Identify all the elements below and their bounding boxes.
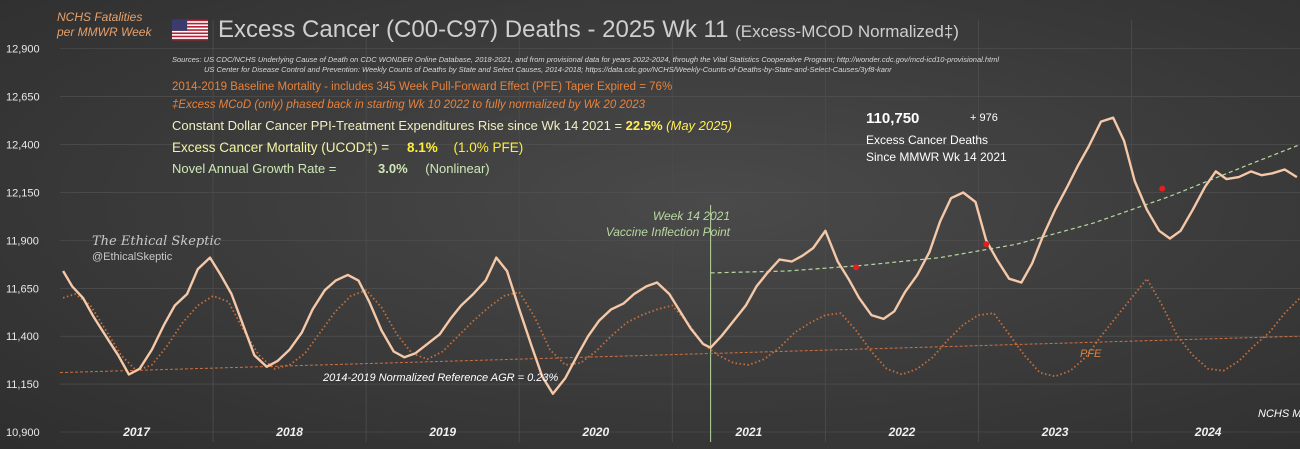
ucod-note: Excess Cancer Mortality (UCOD‡) = 8.1% (… [172, 140, 523, 155]
ucod-pfe: (1.0% PFE) [453, 140, 524, 155]
y-tick-label: 11,150 [6, 379, 39, 391]
sources-line1: Sources: US CDC/NCHS Underlying Cause of… [172, 55, 1000, 64]
sources-line2: US Center for Disease Control and Preven… [204, 65, 892, 74]
y-tick-label: 12,150 [6, 187, 40, 199]
excess-caption: Excess Cancer Deaths Since MMWR Wk 14 20… [866, 132, 1007, 166]
series-reference-line [59, 335, 1300, 374]
x-year-label: 2019 [428, 425, 456, 439]
x-year-label: 2023 [1041, 425, 1069, 439]
trend-marker [853, 264, 860, 271]
footer-source-label: NCHS M [1258, 408, 1300, 420]
inflection-label-line1: Week 14 2021 [652, 209, 730, 223]
x-year-label: 2022 [888, 425, 916, 439]
excess-caption-line1: Excess Cancer Deaths [866, 133, 989, 147]
growth-value: 3.0% [378, 161, 408, 176]
inflection-label-line2: Vaccine Inflection Point [605, 225, 730, 239]
y-tick-label: 12,400 [6, 140, 40, 152]
trend-marker [1159, 185, 1166, 192]
us-flag-icon [172, 19, 208, 41]
y-axis-title-line1: NCHS Fatalities [57, 10, 143, 24]
series-baseline-line [62, 277, 1300, 378]
x-year-label: 2021 [735, 425, 763, 439]
x-year-label: 2020 [581, 425, 609, 439]
y-tick-label: 11,650 [6, 283, 39, 295]
y-tick-label: 12,900 [6, 44, 40, 56]
ppi-label: Constant Dollar Cancer PPI-Treatment Exp… [172, 118, 623, 133]
y-tick-label: 11,900 [6, 235, 39, 247]
baseline-note: 2014-2019 Baseline Mortality - includes … [172, 81, 673, 93]
growth-note: Novel Annual Growth Rate = 3.0% (Nonline… [172, 161, 490, 176]
excess-caption-line2: Since MMWR Wk 14 2021 [866, 150, 1007, 164]
x-year-label: 2024 [1194, 425, 1222, 439]
y-tick-label: 11,400 [6, 331, 39, 343]
chart-title: Excess Cancer (C00-C97) Deaths - 2025 Wk… [218, 16, 959, 44]
excess-delta: + 976 [970, 112, 998, 124]
ppi-value: 22.5% [625, 118, 663, 133]
brand-watermark: The Ethical Skeptic [92, 234, 221, 249]
pfe-label: PFE [1080, 348, 1102, 360]
chart-title-sub: (Excess-MCOD Normalized‡) [735, 22, 959, 41]
x-year-label: 2017 [122, 425, 151, 439]
growth-note-text: (Nonlinear) [425, 161, 490, 176]
ucod-label: Excess Cancer Mortality (UCOD‡) = [172, 140, 390, 155]
sources-block: Sources: US CDC/NCHS Underlying Cause of… [172, 55, 999, 75]
mcod-note: ‡Excess MCoD (only) phased back in start… [172, 99, 645, 111]
ucod-value: 8.1% [406, 140, 438, 155]
excess-total: 110,750 [866, 110, 920, 127]
y-axis-title: NCHS Fatalities per MMWR Week [57, 10, 151, 40]
ppi-note: Constant Dollar Cancer PPI-Treatment Exp… [172, 118, 732, 133]
y-tick-label: 12,650 [6, 92, 40, 104]
x-year-label: 2018 [275, 425, 303, 439]
y-axis-title-line2: per MMWR Week [57, 25, 152, 39]
chart-title-main: Excess Cancer (C00-C97) Deaths - 2025 Wk… [218, 16, 729, 43]
growth-label: Novel Annual Growth Rate = [172, 161, 337, 176]
y-tick-label: 10,900 [6, 427, 40, 439]
trend-marker [983, 241, 990, 248]
series-observed-line [62, 116, 1298, 395]
brand-handle: @EthicalSkeptic [92, 251, 173, 263]
inflection-label: Week 14 2021 Vaccine Inflection Point [600, 208, 730, 240]
reference-label: 2014-2019 Normalized Reference AGR = 0.2… [323, 372, 559, 384]
ppi-date: (May 2025) [666, 118, 732, 133]
